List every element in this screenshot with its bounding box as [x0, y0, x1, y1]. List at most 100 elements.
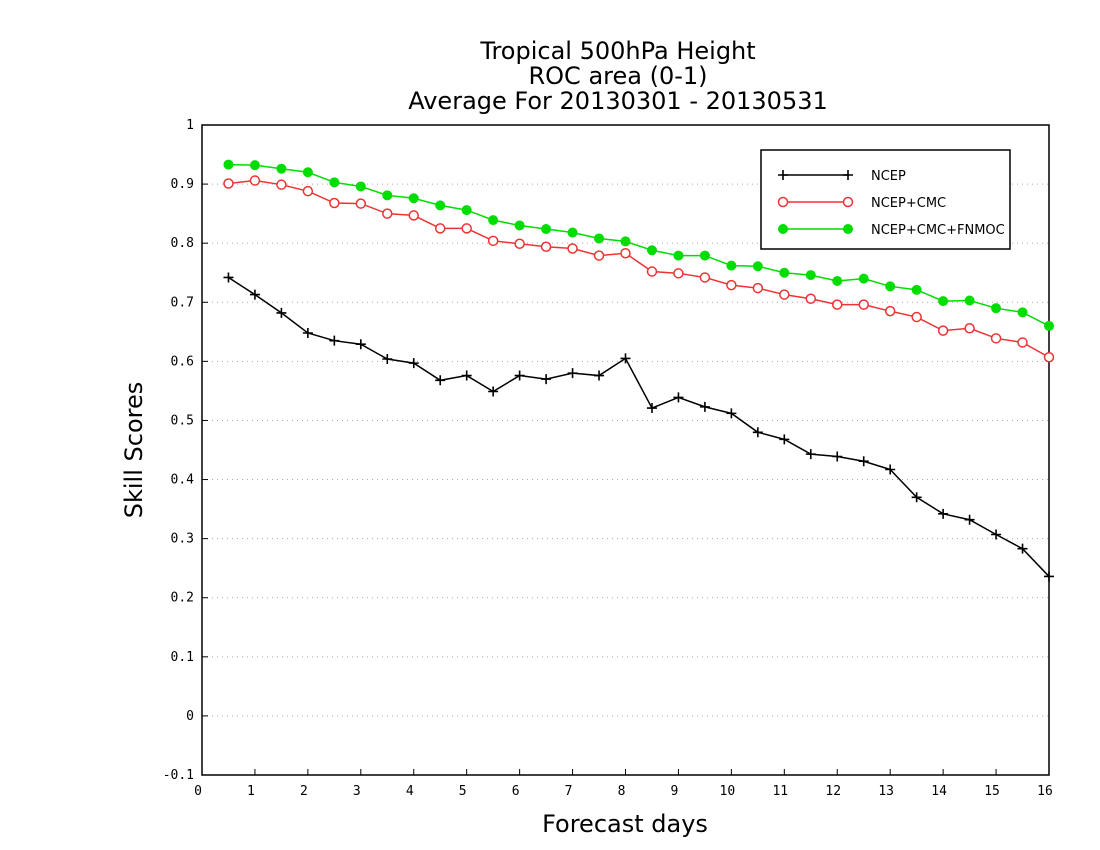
data-point-ncep-cmc [514, 238, 525, 250]
data-point-ncep-cmc-fnmoc [885, 281, 896, 292]
data-point-ncep [726, 408, 737, 419]
legend-label-ncep: NCEP [871, 169, 906, 184]
series-ncep [223, 272, 1054, 582]
data-point-ncep [488, 386, 499, 397]
legend-label-ncep-cmc: NCEP+CMC [871, 196, 946, 211]
data-point-ncep-cmc-fnmoc [329, 177, 340, 188]
data-point-ncep-cmc-fnmoc [276, 163, 287, 174]
data-point-ncep [541, 374, 552, 385]
x-tick-label: 16 [1037, 784, 1053, 799]
x-tick-label: 0 [194, 784, 202, 799]
data-point-ncep-cmc [699, 272, 711, 283]
data-point-ncep [567, 368, 578, 379]
data-point-ncep-cmc [964, 323, 975, 334]
data-point-ncep-cmc-fnmoc [779, 267, 790, 278]
data-point-ncep-cmc [540, 241, 552, 252]
data-point-ncep-cmc [302, 185, 314, 197]
data-point-ncep-cmc-fnmoc [911, 284, 922, 295]
data-point-ncep-cmc-fnmoc [514, 220, 525, 231]
y-tick-label: 0.7 [171, 295, 194, 310]
data-point-ncep-cmc-fnmoc [832, 276, 843, 286]
x-tick-label: 2 [300, 784, 308, 799]
data-point-ncep [805, 449, 816, 460]
data-point-ncep-cmc-fnmoc [355, 181, 366, 192]
data-point-ncep-cmc [329, 197, 340, 209]
x-tick-label: 13 [878, 784, 894, 799]
y-tick-label: -0.1 [163, 768, 194, 783]
data-point-ncep-cmc-fnmoc [620, 236, 631, 247]
data-point-ncep [752, 427, 763, 438]
x-tick-label: 4 [406, 784, 414, 799]
y-tick-label: 0 [186, 709, 194, 724]
axis-ticks: -0.100.10.20.30.40.50.60.70.80.910 1 2 3 4 5 6… [163, 118, 1053, 799]
data-point-ncep-cmc-fnmoc [858, 273, 869, 284]
data-point-ncep-cmc-fnmoc [302, 167, 313, 178]
data-point-ncep [699, 401, 710, 412]
data-point-ncep-cmc [567, 243, 578, 254]
series-line-ncep [228, 276, 1050, 577]
data-point-ncep-cmc [408, 210, 419, 221]
y-tick-label: 1 [186, 118, 194, 133]
data-point-ncep-cmc-fnmoc [1044, 320, 1054, 331]
data-point-ncep-cmc [355, 198, 367, 209]
data-point-ncep [223, 272, 234, 283]
data-point-ncep-cmc [1043, 351, 1055, 363]
data-point-ncep [329, 335, 340, 346]
data-point-ncep [382, 354, 393, 364]
data-point-ncep [1017, 543, 1028, 554]
data-point-ncep-cmc-fnmoc [567, 227, 578, 238]
data-point-ncep-cmc [752, 282, 764, 294]
x-tick-label: 6 [512, 784, 520, 799]
series-ncep-cmc [223, 175, 1055, 363]
y-tick-label: 0.8 [171, 236, 194, 251]
data-point-ncep [355, 339, 366, 350]
data-point-ncep [938, 508, 949, 519]
data-point-ncep [594, 370, 605, 381]
title-line-2: ROC area (0-1) [528, 62, 707, 90]
data-point-ncep-cmc-fnmoc [699, 250, 710, 261]
data-point-ncep-cmc-fnmoc [223, 159, 234, 170]
data-point-ncep-cmc [223, 178, 234, 189]
data-point-ncep-cmc [382, 208, 393, 219]
data-point-ncep [435, 375, 446, 386]
legend-label-ncep-cmc-fnmoc: NCEP+CMC+FNMOC [871, 223, 1005, 238]
data-point-ncep [964, 514, 975, 525]
x-tick-label: 7 [565, 784, 573, 799]
data-point-ncep-cmc-fnmoc [964, 295, 975, 306]
data-point-ncep-cmc [276, 179, 287, 190]
x-tick-label: 10 [720, 784, 736, 799]
data-point-ncep-cmc [593, 250, 605, 261]
data-point-ncep-cmc [1017, 337, 1028, 348]
legend-marker-ncep [778, 170, 788, 180]
data-point-ncep-cmc-fnmoc [1017, 307, 1028, 318]
data-point-ncep-cmc-fnmoc [726, 260, 737, 271]
x-axis-label: Forecast days [542, 810, 708, 838]
data-point-ncep-cmc [620, 247, 631, 259]
data-point-ncep-cmc [990, 333, 1002, 344]
data-point-ncep-cmc-fnmoc [938, 296, 949, 307]
x-tick-label: 9 [671, 784, 679, 799]
legend-marker-ncep-cmc [842, 196, 854, 208]
x-tick-label: 1 [247, 784, 255, 799]
data-point-ncep-cmc [249, 175, 261, 186]
x-tick-label: 5 [459, 784, 467, 799]
data-point-ncep-cmc [434, 223, 446, 234]
data-point-ncep-cmc-fnmoc [752, 261, 763, 272]
data-point-ncep [885, 464, 896, 475]
data-point-ncep [858, 456, 869, 467]
data-point-ncep [302, 328, 313, 338]
data-point-ncep [646, 403, 657, 414]
y-tick-label: 0.4 [171, 473, 195, 488]
data-point-ncep-cmc-fnmoc [488, 215, 499, 226]
x-tick-label: 11 [772, 784, 788, 799]
data-point-ncep-cmc [937, 325, 949, 336]
y-tick-label: 0.9 [171, 177, 194, 192]
legend-marker-ncep-cmc-fnmoc [778, 224, 788, 234]
data-point-ncep-cmc [646, 266, 658, 277]
data-point-ncep-cmc-fnmoc [673, 250, 684, 261]
series-layer [223, 159, 1055, 582]
data-point-ncep-cmc [911, 311, 922, 323]
data-point-ncep-cmc-fnmoc [249, 160, 260, 171]
data-point-ncep-cmc-fnmoc [435, 200, 446, 211]
data-point-ncep-cmc [805, 293, 817, 304]
